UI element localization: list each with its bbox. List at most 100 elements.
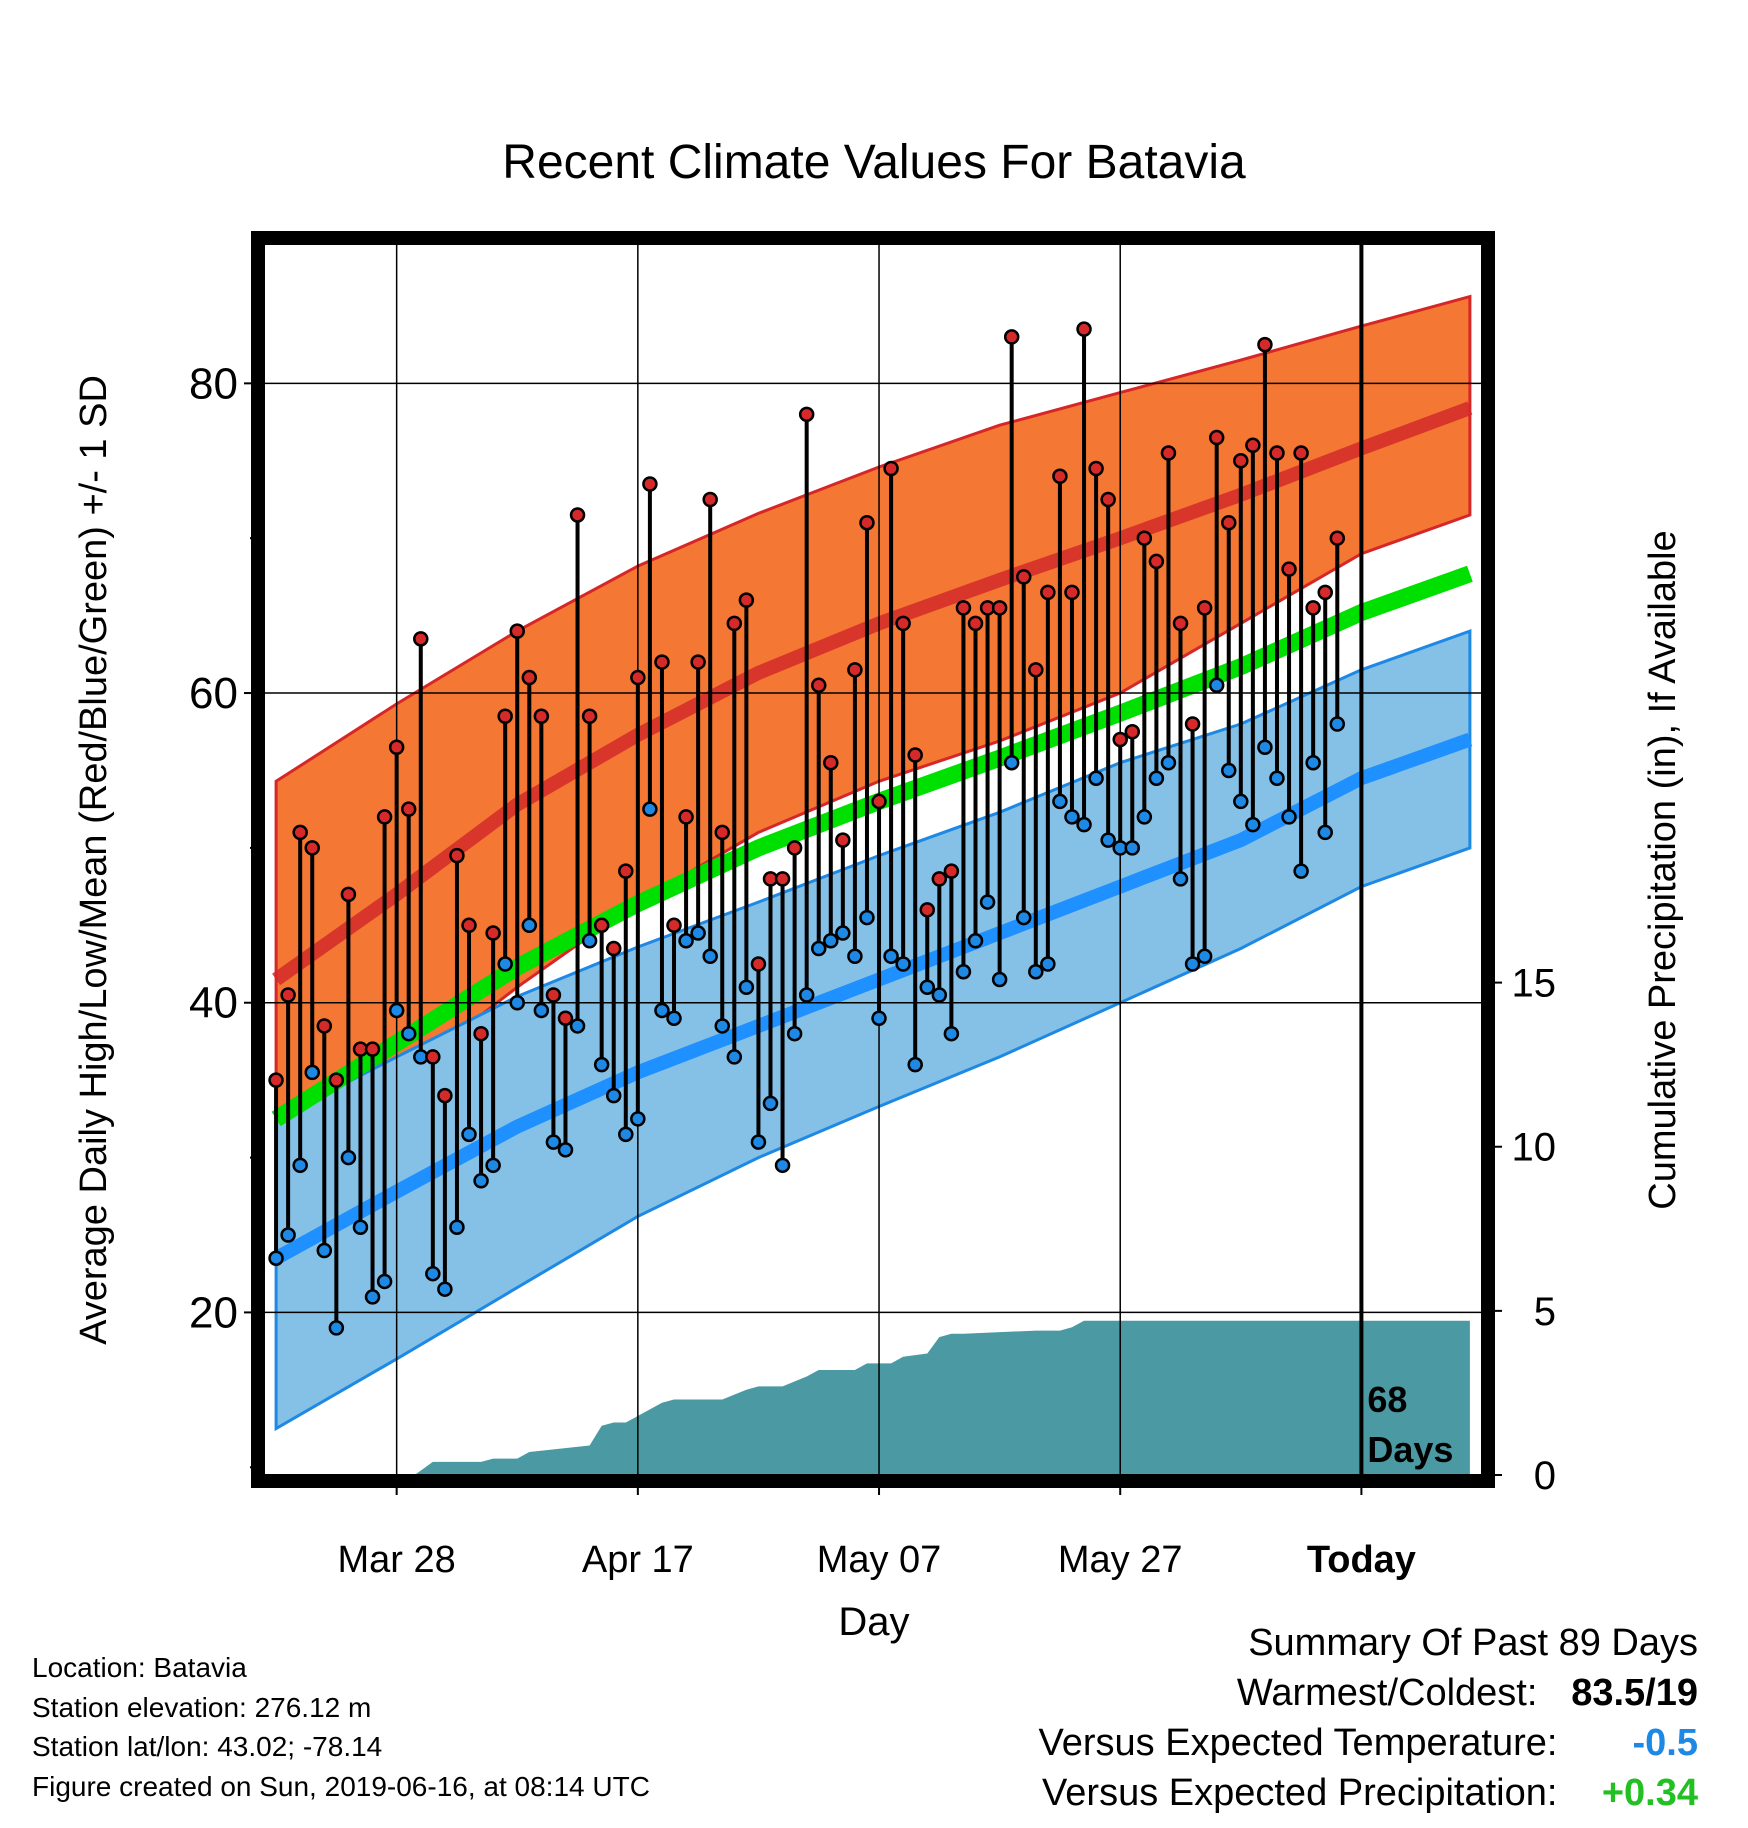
- daily-low-point: [786, 1025, 803, 1042]
- daily-high-point: [545, 987, 562, 1003]
- daily-low-point: [1100, 832, 1116, 848]
- daily-low-point: [847, 948, 863, 965]
- daily-low-point: [1305, 754, 1321, 771]
- daily-high-point: [340, 886, 357, 903]
- daily-low-point: [750, 1134, 767, 1150]
- daily-low-point: [1245, 816, 1261, 833]
- daily-low-point: [304, 1064, 320, 1081]
- low-sd-band: [274, 628, 1472, 1432]
- daily-high-point: [485, 925, 501, 941]
- daily-high-point: [509, 623, 525, 639]
- y-tick-label: 20: [189, 1288, 238, 1337]
- daily-low-point: [521, 917, 538, 934]
- daily-low-point: [1196, 948, 1213, 965]
- x-axis-label: Day: [838, 1600, 909, 1644]
- daily-low-point: [1329, 716, 1346, 732]
- daily-high-point: [1172, 615, 1189, 632]
- daily-high-point: [304, 840, 320, 856]
- daily-high-point: [750, 956, 767, 972]
- daily-high-point: [1269, 445, 1285, 461]
- daily-high-point: [786, 840, 803, 856]
- daily-low-point: [1317, 824, 1333, 841]
- daily-low-point: [859, 909, 875, 926]
- daily-low-point: [823, 933, 839, 949]
- daily-high-point: [883, 460, 899, 477]
- plot-frame: [251, 231, 1495, 1488]
- daily-low-point: [642, 801, 658, 817]
- daily-low-point: [798, 987, 815, 1003]
- daily-low-point: [1184, 956, 1201, 972]
- daily-low-point: [835, 925, 851, 941]
- daily-high-point: [1112, 731, 1128, 748]
- daily-high-point: [702, 491, 718, 508]
- daily-low-point: [593, 1056, 610, 1073]
- daily-low-point: [979, 894, 996, 910]
- daily-low-point: [388, 1002, 405, 1019]
- daily-high-point: [292, 824, 308, 841]
- y2-tick-label: 5: [1534, 1290, 1556, 1334]
- daily-low-point: [895, 956, 911, 972]
- daily-high-point: [569, 507, 586, 523]
- days-unit-label: Days: [1367, 1429, 1453, 1470]
- daily-low-point: [1052, 793, 1068, 810]
- daily-high-point: [991, 600, 1008, 616]
- daily-high-point: [714, 824, 731, 841]
- y-tick-label: 60: [189, 669, 238, 718]
- daily-low-point: [292, 1157, 308, 1174]
- daily-low-point: [557, 1142, 574, 1158]
- daily-high-point: [316, 1018, 333, 1034]
- daily-low-point: [1208, 677, 1225, 694]
- daily-low-point: [328, 1320, 345, 1336]
- summary-title: Summary Of Past 89 Days: [1248, 1622, 1698, 1664]
- daily-high-point: [907, 747, 923, 763]
- daily-low-point: [1136, 809, 1153, 825]
- daily-high-point: [1028, 662, 1044, 678]
- daily-low-point: [449, 1219, 465, 1236]
- daily-low-point: [437, 1281, 453, 1297]
- plot-inner: 68 Days: [264, 244, 1482, 1475]
- y-axis-label: Average Daily High/Low/Mean (Red/Blue/Gr…: [73, 375, 115, 1345]
- daily-high-point: [943, 863, 960, 879]
- daily-high-point: [1136, 530, 1153, 546]
- daily-high-point: [1064, 584, 1080, 601]
- y2-tick-label: 0: [1534, 1454, 1556, 1498]
- daily-low-point: [1028, 964, 1044, 980]
- daily-low-point: [1148, 770, 1165, 786]
- daily-high-point: [1329, 530, 1346, 546]
- daily-high-point: [678, 809, 694, 825]
- daily-high-point: [931, 871, 948, 887]
- daily-low-point: [1124, 840, 1141, 856]
- x-tick-label: May 07: [817, 1539, 942, 1581]
- daily-low-point: [497, 956, 513, 972]
- daily-high-point: [654, 654, 670, 670]
- daily-high-point: [1184, 716, 1201, 732]
- daily-high-point: [726, 615, 743, 632]
- daily-low-point: [654, 1002, 670, 1019]
- daily-low-point: [400, 1025, 417, 1042]
- plot-area: 68 Days 20 40 60 80 Mar 28 Apr 17 May 07 May 27 To…: [189, 231, 1557, 1581]
- daily-high-point: [798, 406, 815, 423]
- daily-high-point: [1100, 491, 1116, 508]
- daily-high-point: [268, 1072, 284, 1088]
- daily-high-point: [859, 514, 875, 531]
- y2-tick-label: 15: [1512, 962, 1557, 1006]
- daily-high-point: [810, 677, 827, 694]
- y2-axis-label: Cumulative Precipitation (in), If Availa…: [1642, 530, 1684, 1209]
- daily-low-point: [810, 940, 827, 957]
- daily-low-point: [509, 994, 525, 1011]
- summary-warmest-row: Warmest/Coldest: 83.5/19: [1237, 1672, 1698, 1715]
- daily-high-point: [461, 917, 477, 934]
- daily-low-point: [461, 1126, 477, 1143]
- daily-low-point: [714, 1018, 731, 1034]
- daily-high-point: [400, 801, 417, 817]
- daily-low-point: [943, 1025, 960, 1042]
- daily-high-point: [521, 669, 538, 686]
- daily-high-point: [1124, 724, 1141, 740]
- daily-high-point: [1196, 600, 1213, 616]
- daily-high-point: [871, 793, 887, 810]
- daily-high-point: [774, 871, 791, 887]
- precip-value: +0.34: [1601, 1772, 1698, 1814]
- daily-high-point: [835, 832, 851, 848]
- created-text: Figure created on Sun, 2019-06-16, at 08…: [32, 1771, 650, 1802]
- daily-low-point: [762, 1095, 779, 1112]
